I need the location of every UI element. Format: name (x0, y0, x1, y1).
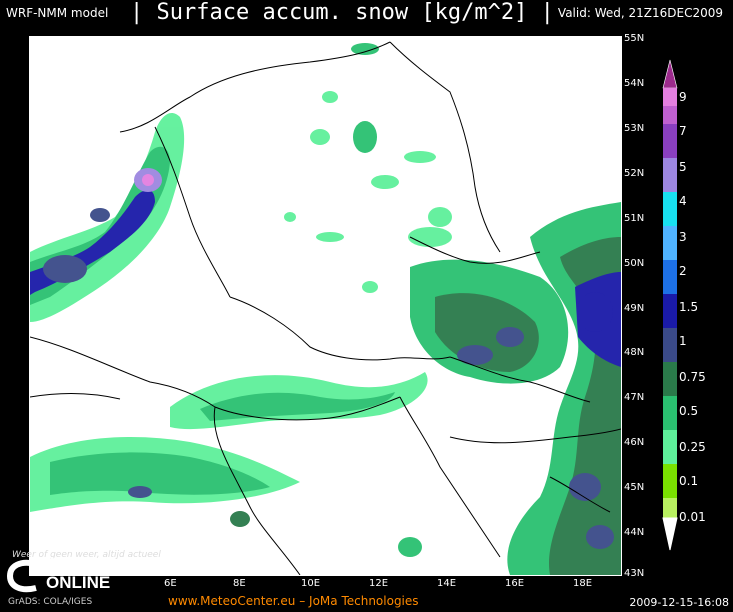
valid-time: Valid: Wed, 21Z16DEC2009 (557, 6, 723, 20)
map-header: WRF-NMM model | Surface accum. snow [kg/… (0, 0, 733, 36)
logo-brand-bottom: ONLINE (46, 573, 110, 592)
colorbar-seg (663, 88, 677, 106)
colorbar-seg (663, 396, 677, 430)
colorbar-seg (663, 124, 677, 158)
snow-map (29, 36, 622, 576)
lon-label: 8E (233, 578, 246, 589)
lat-label: 53N (624, 123, 645, 134)
lat-label: 44N (624, 527, 645, 538)
lat-label: 51N (624, 213, 645, 224)
colorbar-label: 4 (679, 194, 687, 208)
colorbar-label: 0.75 (679, 370, 706, 384)
colorbar-seg (663, 328, 677, 362)
lat-label: 49N (624, 303, 645, 314)
colorbar-seg (663, 192, 677, 226)
lat-label: 50N (624, 258, 645, 269)
colorbar-seg (663, 464, 677, 498)
colorbar-seg (663, 226, 677, 260)
map-title: | Surface accum. snow [kg/m^2] | (130, 0, 554, 25)
lat-label: 43N (624, 568, 645, 579)
colorbar-seg (663, 362, 677, 396)
colorbar-label: 9 (679, 90, 687, 104)
colorbar-label: 1 (679, 334, 687, 348)
colorbar-seg (663, 106, 677, 124)
colorbar-label: 2 (679, 264, 687, 278)
lat-label: 46N (624, 437, 645, 448)
logo-mark: WEER ONLINE (6, 554, 154, 593)
colorbar-label: 0.1 (679, 474, 699, 488)
lon-label: 16E (505, 578, 525, 589)
colorbar-seg (663, 430, 677, 464)
snow-field (30, 43, 621, 575)
colorbar-label: 1.5 (679, 300, 699, 314)
colorbar-bottom-arrow (662, 517, 678, 551)
colorbar-label: 5 (679, 160, 687, 174)
colorbar-label: 0.5 (679, 404, 699, 418)
lat-label: 54N (624, 78, 645, 89)
lon-label: 6E (164, 578, 177, 589)
generated-timestamp: 2009-12-15-16:08 (629, 596, 729, 609)
colorbar-seg (663, 158, 677, 192)
colorbar-bar (662, 59, 678, 551)
model-name: WRF-NMM model (6, 6, 109, 20)
lon-label: 10E (301, 578, 321, 589)
logo-tagline: Weer of geen weer, altijd actueel (12, 550, 161, 560)
map-canvas (30, 41, 621, 575)
colorbar-label: 0.01 (679, 510, 706, 524)
colorbar-top-arrow (662, 59, 678, 89)
lat-label: 52N (624, 168, 645, 179)
lon-label: 18E (573, 578, 593, 589)
colorbar-seg (663, 498, 677, 518)
lon-label: 14E (437, 578, 457, 589)
colorbar-seg (663, 294, 677, 328)
grads-credit: GrADS: COLA/IGES (8, 597, 93, 607)
colorbar-label: 3 (679, 230, 687, 244)
borders (30, 41, 621, 575)
lat-label: 55N (624, 33, 645, 44)
colorbar-seg (663, 260, 677, 294)
colorbar-label: 0.25 (679, 440, 706, 454)
colorbar: 9 7 5 4 3 2 1.5 1 0.75 0.5 0.25 0.1 0.01 (662, 58, 732, 558)
site-link[interactable]: www.MeteoCenter.eu – JoMa Technologies (168, 594, 419, 608)
logo-brand-top: WEER (46, 554, 86, 569)
lat-label: 48N (624, 347, 645, 358)
lat-label: 45N (624, 482, 645, 493)
lon-label: 12E (369, 578, 389, 589)
colorbar-label: 7 (679, 124, 687, 138)
lat-label: 47N (624, 392, 645, 403)
weeronline-logo: WEER ONLINE (6, 554, 156, 596)
